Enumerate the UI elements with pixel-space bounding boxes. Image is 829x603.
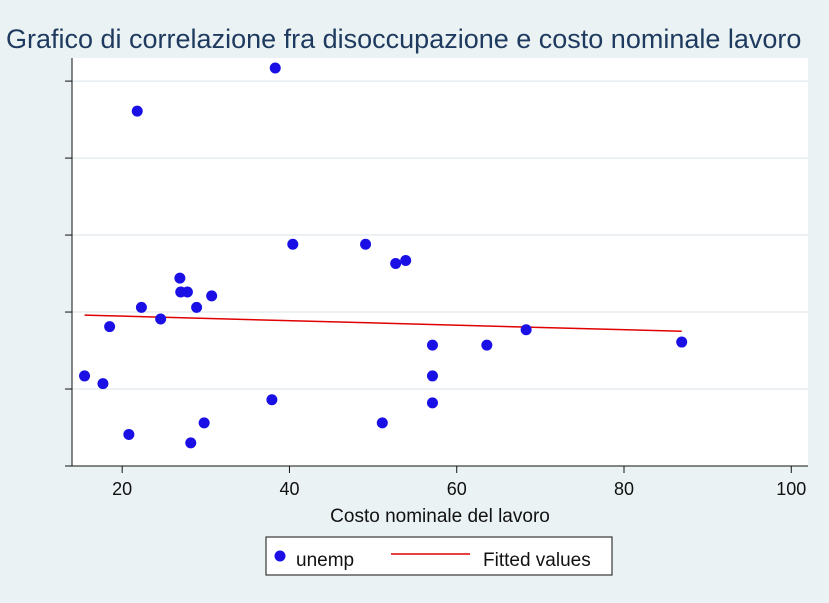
data-point	[426, 397, 438, 409]
data-point	[481, 339, 493, 351]
data-point	[400, 254, 412, 266]
x-axis-title: Costo nominale del lavoro	[330, 506, 550, 527]
legend-marker-unemp	[274, 550, 286, 562]
data-point	[97, 378, 109, 390]
data-point	[426, 370, 438, 382]
legend-label-unemp: unemp	[296, 550, 354, 571]
y-axis-ticks	[65, 80, 72, 467]
data-point	[360, 238, 372, 250]
data-point	[155, 313, 167, 325]
data-point	[79, 370, 91, 382]
data-point	[520, 324, 532, 336]
data-point	[269, 62, 281, 74]
data-point	[174, 272, 186, 284]
data-point	[206, 290, 218, 302]
data-point	[376, 417, 388, 429]
legend-box	[265, 536, 613, 576]
data-point	[123, 428, 135, 440]
x-tick-label: 40	[279, 479, 299, 499]
data-point	[185, 437, 197, 449]
data-point	[131, 105, 143, 117]
legend: unemp Fitted values	[265, 536, 613, 576]
chart-title: Grafico di correlazione fra disoccupazio…	[6, 24, 802, 54]
data-point	[191, 301, 203, 313]
x-axis-ticks: 20 40 60 80 100	[112, 466, 806, 499]
x-tick-label: 60	[447, 479, 467, 499]
scatter-points-series	[79, 62, 688, 449]
legend-label-fitted: Fitted values	[483, 550, 591, 571]
data-point	[104, 321, 116, 333]
data-point	[135, 301, 147, 313]
data-point	[198, 417, 210, 429]
data-point	[287, 238, 299, 250]
x-tick-label: 80	[614, 479, 634, 499]
plot-area	[72, 58, 808, 466]
fitted-values-line	[84, 314, 682, 333]
data-point	[266, 394, 278, 406]
data-point	[390, 258, 402, 270]
data-point	[426, 339, 438, 351]
x-tick-label: 20	[112, 479, 132, 499]
data-point	[181, 286, 193, 298]
fitted-line-series	[84, 314, 682, 333]
data-point	[676, 336, 688, 348]
x-tick-label: 100	[776, 479, 806, 499]
